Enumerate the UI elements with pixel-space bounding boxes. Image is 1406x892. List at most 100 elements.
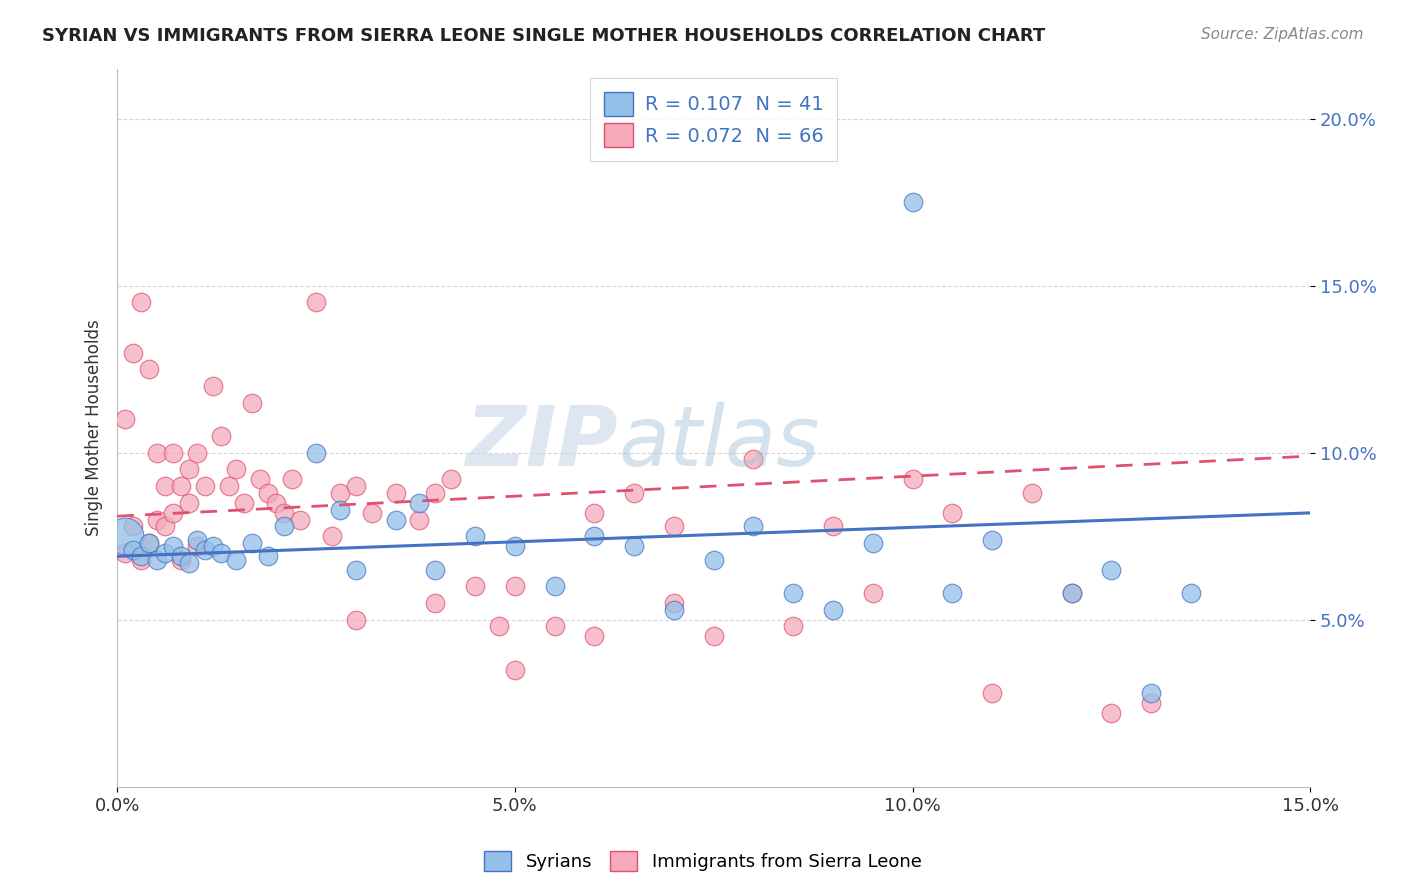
Point	[862, 536, 884, 550]
Point	[194, 542, 217, 557]
Point	[901, 195, 924, 210]
Point	[503, 539, 526, 553]
Text: Source: ZipAtlas.com: Source: ZipAtlas.com	[1201, 27, 1364, 42]
Point	[138, 536, 160, 550]
Point	[146, 512, 169, 526]
Point	[623, 539, 645, 553]
Point	[425, 596, 447, 610]
Point	[464, 579, 486, 593]
Point	[129, 552, 152, 566]
Point	[233, 496, 256, 510]
Point	[941, 506, 963, 520]
Point	[703, 630, 725, 644]
Point	[1180, 586, 1202, 600]
Point	[1060, 586, 1083, 600]
Point	[257, 485, 280, 500]
Point	[209, 429, 232, 443]
Point	[384, 485, 406, 500]
Point	[162, 506, 184, 520]
Point	[329, 485, 352, 500]
Point	[242, 395, 264, 409]
Point	[162, 539, 184, 553]
Point	[114, 546, 136, 560]
Point	[153, 546, 176, 560]
Point	[440, 473, 463, 487]
Point	[273, 506, 295, 520]
Point	[186, 539, 208, 553]
Point	[1140, 696, 1163, 710]
Point	[821, 603, 844, 617]
Point	[177, 496, 200, 510]
Point	[170, 552, 193, 566]
Point	[583, 529, 606, 543]
Point	[425, 485, 447, 500]
Point	[288, 512, 311, 526]
Point	[170, 479, 193, 493]
Point	[153, 479, 176, 493]
Point	[503, 663, 526, 677]
Point	[488, 619, 510, 633]
Point	[384, 512, 406, 526]
Point	[742, 452, 765, 467]
Point	[662, 519, 685, 533]
Point	[257, 549, 280, 564]
Point	[344, 613, 367, 627]
Point	[543, 619, 565, 633]
Point	[249, 473, 271, 487]
Point	[218, 479, 240, 493]
Point	[186, 533, 208, 547]
Point	[194, 479, 217, 493]
Point	[146, 446, 169, 460]
Point	[623, 485, 645, 500]
Point	[209, 546, 232, 560]
Point	[138, 536, 160, 550]
Point	[201, 379, 224, 393]
Point	[281, 473, 304, 487]
Point	[941, 586, 963, 600]
Point	[114, 529, 136, 543]
Point	[186, 446, 208, 460]
Point	[170, 549, 193, 564]
Point	[862, 586, 884, 600]
Point	[662, 603, 685, 617]
Point	[742, 519, 765, 533]
Point	[138, 362, 160, 376]
Point	[225, 462, 247, 476]
Point	[821, 519, 844, 533]
Point	[703, 552, 725, 566]
Point	[901, 473, 924, 487]
Point	[981, 686, 1004, 700]
Point	[583, 630, 606, 644]
Point	[782, 619, 804, 633]
Point	[344, 479, 367, 493]
Point	[129, 295, 152, 310]
Point	[425, 563, 447, 577]
Point	[782, 586, 804, 600]
Point	[583, 506, 606, 520]
Text: atlas: atlas	[619, 401, 820, 483]
Legend: Syrians, Immigrants from Sierra Leone: Syrians, Immigrants from Sierra Leone	[477, 844, 929, 879]
Point	[1099, 706, 1122, 721]
Point	[242, 536, 264, 550]
Point	[225, 552, 247, 566]
Point	[122, 519, 145, 533]
Point	[162, 446, 184, 460]
Y-axis label: Single Mother Households: Single Mother Households	[86, 319, 103, 536]
Point	[201, 539, 224, 553]
Point	[146, 552, 169, 566]
Point	[503, 579, 526, 593]
Point	[1099, 563, 1122, 577]
Text: SYRIAN VS IMMIGRANTS FROM SIERRA LEONE SINGLE MOTHER HOUSEHOLDS CORRELATION CHAR: SYRIAN VS IMMIGRANTS FROM SIERRA LEONE S…	[42, 27, 1046, 45]
Point	[1060, 586, 1083, 600]
Point	[408, 496, 430, 510]
Point	[129, 549, 152, 564]
Point	[1021, 485, 1043, 500]
Point	[981, 533, 1004, 547]
Point	[662, 596, 685, 610]
Point	[543, 579, 565, 593]
Point	[344, 563, 367, 577]
Text: ZIP: ZIP	[465, 401, 619, 483]
Point	[305, 295, 328, 310]
Point	[177, 556, 200, 570]
Point	[464, 529, 486, 543]
